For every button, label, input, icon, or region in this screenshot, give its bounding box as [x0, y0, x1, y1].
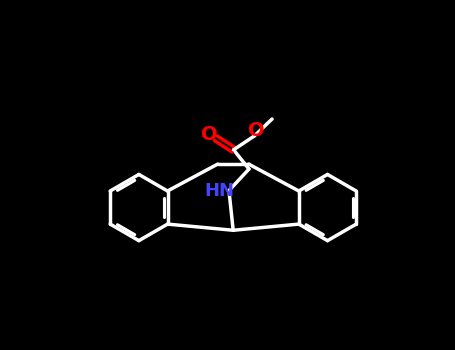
- Text: O: O: [202, 125, 218, 144]
- Text: HN: HN: [205, 182, 235, 199]
- Text: O: O: [248, 121, 265, 140]
